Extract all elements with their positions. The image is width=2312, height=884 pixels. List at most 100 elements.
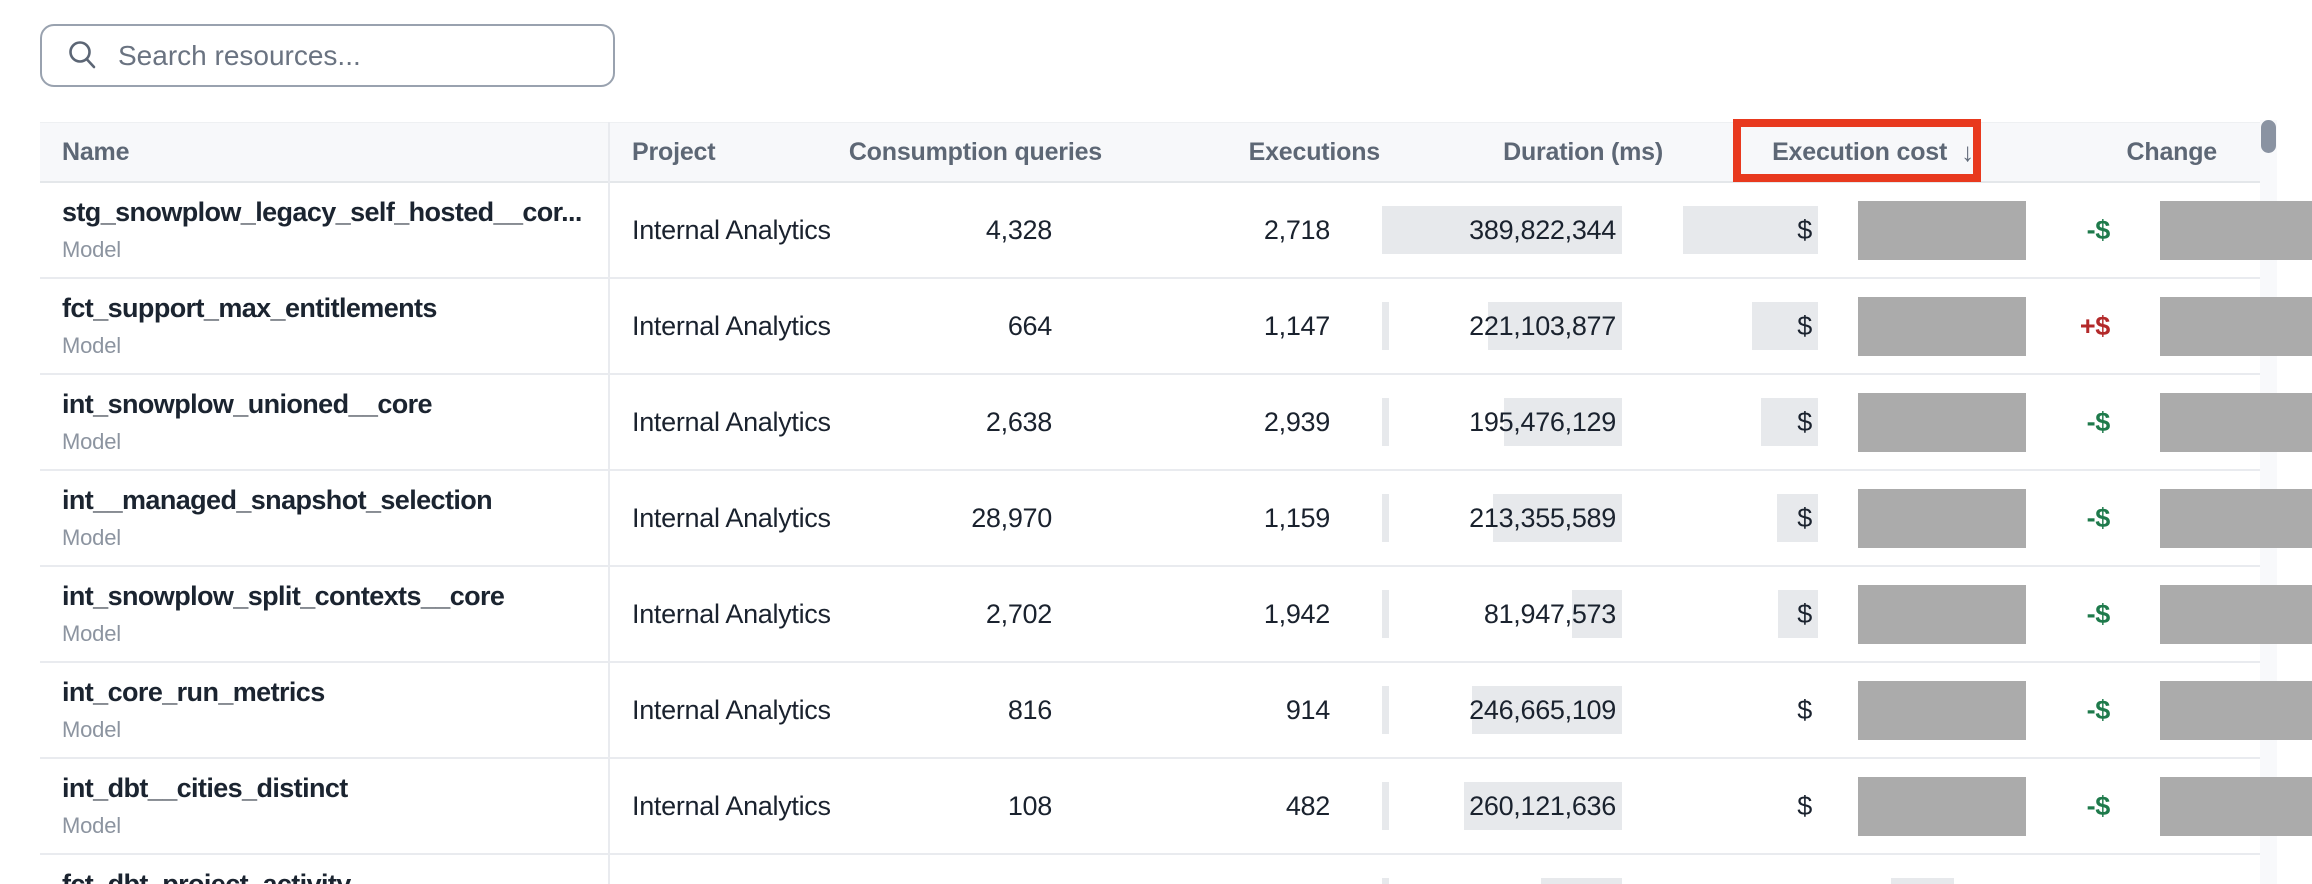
resource-name[interactable]: int_snowplow_split_contexts__core	[62, 581, 505, 611]
execution-cost-redaction-block	[1858, 297, 2026, 356]
resource-name[interactable]: fct_dbt_project_activity	[62, 869, 351, 884]
resource-type-label: Model	[62, 333, 121, 358]
execution-cost-cell: $	[1797, 214, 1812, 245]
change-redaction-block	[2160, 681, 2312, 740]
execution-cost-cell: $	[1797, 790, 1812, 821]
column-header-execution-cost[interactable]: Execution cost ↓	[1772, 137, 1974, 167]
executions-cell: 1,942	[1263, 598, 1330, 629]
executions-heatmap-bar	[1382, 590, 1389, 638]
table-row[interactable]: int_core_run_metrics Model Internal Anal…	[40, 663, 2312, 759]
executions-heatmap-bar	[1382, 206, 1389, 254]
executions-heatmap-bar	[1382, 494, 1389, 542]
change-cell: -$	[2086, 598, 2111, 629]
column-divider	[608, 122, 610, 884]
execution-cost-heatmap-bar	[1752, 302, 1818, 350]
change-redaction-block	[2160, 585, 2312, 644]
project-cell: Internal Analytics	[632, 598, 831, 629]
change-cell: +$	[2079, 310, 2110, 341]
scrollbar-thumb[interactable]	[2261, 120, 2276, 153]
column-header-executions[interactable]: Executions	[1248, 138, 1381, 166]
column-header-consumption-queries[interactable]: Consumption queries	[848, 138, 1102, 166]
change-redaction-block	[2160, 297, 2312, 356]
duration-heatmap-bar	[1472, 686, 1622, 734]
duration-heatmap-bar	[1572, 590, 1622, 638]
table-row[interactable]: int_snowplow_split_contexts__core Model …	[40, 567, 2312, 663]
resource-name[interactable]: fct_support_max_entitlements	[62, 293, 437, 323]
table-row[interactable]: int__managed_snapshot_selection Model In…	[40, 471, 2312, 567]
resource-type-label: Model	[62, 621, 121, 646]
project-cell: Internal Analytics	[632, 502, 831, 533]
duration-cell	[1296, 855, 1616, 884]
consumption-queries-cell	[792, 855, 1052, 884]
resource-type-label: Model	[62, 717, 121, 742]
resource-type-label: Model	[62, 813, 121, 838]
executions-cell: 1,147	[1263, 310, 1330, 341]
search-input[interactable]	[118, 39, 578, 72]
execution-cost-redaction-block	[1858, 585, 2026, 644]
duration-heatmap-bar	[1541, 878, 1622, 884]
executions-cell: 2,718	[1263, 214, 1330, 245]
resource-type-label: Model	[62, 429, 121, 454]
duration-cell: 213,355,589	[1469, 502, 1616, 533]
execution-cost-cell: $	[1797, 598, 1812, 629]
change-redaction-block	[2160, 201, 2312, 260]
execution-cost-heatmap-bar	[1683, 206, 1818, 254]
project-cell: Internal Analytics	[632, 790, 831, 821]
resource-name[interactable]: int__managed_snapshot_selection	[62, 485, 493, 515]
resource-name[interactable]: int_dbt__cities_distinct	[62, 773, 348, 803]
execution-cost-redaction-block	[1858, 777, 2026, 836]
table-row[interactable]: int_dbt__cities_distinct Model Internal …	[40, 759, 2312, 855]
execution-cost-cell: $	[1797, 694, 1812, 725]
search-box[interactable]	[40, 24, 615, 87]
execution-cost-redaction-block	[1858, 681, 2026, 740]
duration-cell: 260,121,636	[1469, 790, 1616, 821]
table-header: Name Project Consumption queries Executi…	[40, 122, 2262, 183]
execution-cost-heatmap-bar	[1891, 878, 1954, 884]
duration-heatmap-bar	[1504, 398, 1622, 446]
duration-cell: 246,665,109	[1469, 694, 1616, 725]
consumption-queries-cell: 816	[1007, 694, 1052, 725]
column-header-project[interactable]: Project	[632, 138, 716, 166]
table-row[interactable]: int_snowplow_unioned__core Model Interna…	[40, 375, 2312, 471]
execution-cost-heatmap-bar	[1778, 590, 1818, 638]
duration-cell: 389,822,344	[1469, 214, 1616, 245]
execution-cost-redaction-block	[1858, 393, 2026, 452]
resource-name[interactable]: int_snowplow_unioned__core	[62, 389, 432, 419]
change-cell: -$	[2086, 790, 2111, 821]
resource-name[interactable]: int_core_run_metrics	[62, 677, 325, 707]
duration-heatmap-bar	[1493, 494, 1622, 542]
execution-cost-heatmap-bar	[1777, 494, 1818, 542]
execution-cost-cell	[1732, 855, 1812, 884]
executions-cell: 914	[1285, 694, 1330, 725]
executions-cell: 482	[1285, 790, 1330, 821]
search-icon	[69, 40, 96, 68]
executions-cell: 2,939	[1263, 406, 1330, 437]
consumption-queries-cell: 664	[1007, 310, 1052, 341]
change-cell: -$	[2086, 694, 2111, 725]
resource-type-label: Model	[62, 525, 121, 550]
column-header-name[interactable]: Name	[62, 138, 130, 166]
column-header-change[interactable]: Change	[2126, 138, 2218, 166]
executions-heatmap-bar	[1382, 878, 1389, 884]
duration-cell: 195,476,129	[1469, 406, 1616, 437]
change-cell: -$	[2086, 502, 2111, 533]
table-row[interactable]: fct_support_max_entitlements Model Inter…	[40, 279, 2312, 375]
consumption-queries-cell: 2,638	[985, 406, 1052, 437]
resource-name[interactable]: stg_snowplow_legacy_self_hosted__cor...	[62, 197, 582, 227]
change-redaction-block	[2160, 777, 2312, 836]
executions-heatmap-bar	[1382, 398, 1389, 446]
table-row[interactable]: fct_dbt_project_activity	[40, 855, 2262, 884]
project-cell: Internal Analytics	[632, 694, 831, 725]
table-row[interactable]: stg_snowplow_legacy_self_hosted__cor... …	[40, 183, 2312, 279]
duration-cell: 81,947,573	[1483, 598, 1616, 629]
executions-heatmap-bar	[1382, 782, 1389, 830]
change-redaction-block	[2160, 393, 2312, 452]
executions-heatmap-bar	[1382, 686, 1389, 734]
executions-heatmap-bar	[1382, 302, 1389, 350]
duration-heatmap-bar	[1464, 782, 1622, 830]
project-cell: Internal Analytics	[632, 310, 831, 341]
execution-cost-cell: $	[1797, 502, 1812, 533]
project-cell: Internal Analytics	[632, 406, 831, 437]
column-header-duration[interactable]: Duration (ms)	[1503, 138, 1663, 166]
